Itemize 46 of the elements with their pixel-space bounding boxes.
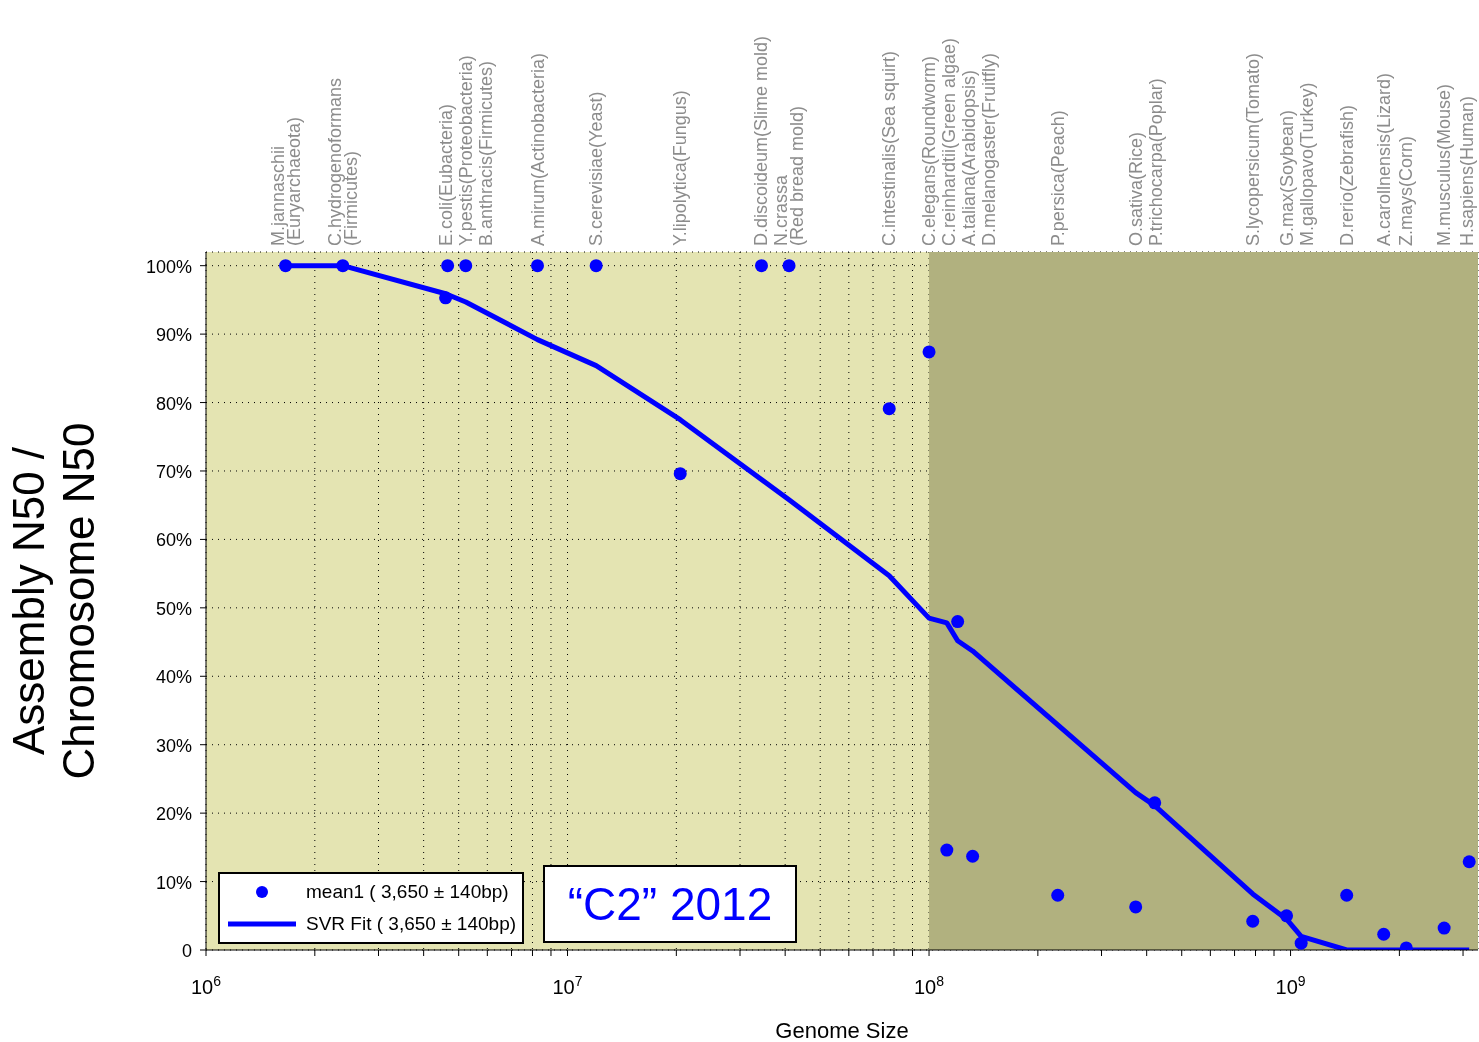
legend-label: SVR Fit ( 3,650 ± 140bp) [306,912,517,936]
text: G.max(Soybean) [1276,109,1297,246]
text: D.rerio(Zebrafish) [1336,104,1357,246]
text: D.discoideum(Slime mold) [751,35,772,246]
text: M.musculus(Mouse) [1434,83,1455,246]
text: D.melanogaster(Fruitfly) [979,52,1000,246]
y-tick-label: 50% [155,598,192,619]
text: P.trichocarpa(Poplar) [1145,78,1166,246]
x-tick-label: 10$^{6}$ [190,973,222,998]
text: A.taliana(Arabidopsis) [959,69,980,246]
text: Y.pestis(Proteobacteria) [455,55,476,246]
text: S.cerevisiae(Yeast) [586,91,607,246]
y-tick-label: 80% [155,393,192,414]
x-tick-label: 10$^{7}$ [552,973,583,998]
text: A.mirum(Actinobacteria) [527,52,548,246]
text: C.intestinalis(Sea squirt) [879,50,900,246]
y-tick-label: 30% [155,735,192,756]
y-tick-label: 40% [155,667,192,688]
y-tick-label: 0 [181,941,192,961]
x-tick-label: 10$^{9}$ [1275,973,1306,998]
text: S.lycopersicum(Tomato) [1242,52,1263,246]
text: N.crassa (Red bread mold) [771,105,808,246]
text: E.coli(Eubacteria) [435,103,456,246]
legend-label: mean1 ( 3,650 ± 140bp) [306,880,509,904]
y-tick-label: 70% [155,461,192,482]
note-box: “C2” 2012 [543,865,797,943]
text: M.jannaschii (Euryarchaeota) [267,116,304,246]
text: A.carollnensis(Lizard) [1373,72,1394,246]
text: C.hydrogenoformans (Firmicutes) [324,77,361,246]
x-tick-label: 10$^{8}$ [914,973,945,998]
y-tick-label: 60% [155,530,192,551]
text: C.reinhardtii(Green algae) [939,37,960,246]
text: H.sapiens(Human) [1457,95,1477,246]
text: B.anthracis(Firmicutes) [475,60,496,246]
text: O.sativa(Rice) [1125,131,1146,246]
text: Y.lipolytica(Fungus) [670,90,691,246]
y-axis-title: Assembly N50 / Chromosome N50 [4,422,103,780]
x-axis-title: Genome Size [775,1018,909,1042]
text: Z.mays(Corn) [1396,135,1417,246]
text: C.elegans(Roundworm) [919,55,940,246]
y-tick-label: 10% [155,872,192,893]
y-tick-label: 20% [155,804,192,825]
y-tick-label: 100% [145,256,192,277]
y-tick-label: 90% [155,325,192,346]
text: P.persica(Peach) [1047,110,1068,246]
text: M.gallopavo(Turkey) [1296,82,1317,246]
